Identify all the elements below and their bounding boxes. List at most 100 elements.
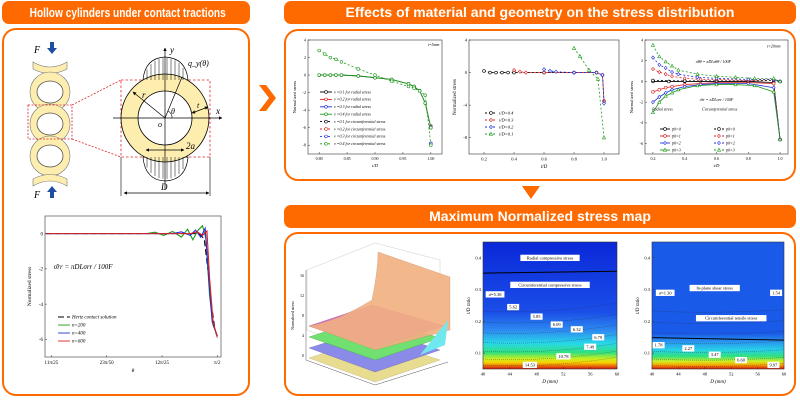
data-point <box>324 134 328 139</box>
top-panel-title: Effects of material and geometry on the … <box>345 4 735 20</box>
x-tick-label: π/2 <box>214 361 221 366</box>
contour-label-bg <box>708 351 721 358</box>
data-point <box>512 67 516 73</box>
data-point <box>657 62 662 68</box>
y-tick-label: -4 <box>640 120 643 125</box>
data-point <box>356 67 360 71</box>
data-point <box>695 83 700 88</box>
data-point <box>548 68 552 74</box>
x-axis-title: t/D <box>372 163 379 168</box>
data-point <box>717 127 721 131</box>
data-point <box>746 77 751 82</box>
y-tick-label: -2 <box>640 100 643 105</box>
contour-label-bg <box>655 289 675 296</box>
y-tick-label: -4 <box>463 103 467 108</box>
data-point <box>663 127 667 131</box>
data-point <box>771 76 776 80</box>
data-point <box>429 125 433 130</box>
legend-label: p̄0=2 <box>671 140 681 145</box>
data-point <box>334 57 338 61</box>
data-point <box>488 70 492 75</box>
x-tick-label: 52 <box>561 372 566 377</box>
data-point <box>542 67 546 72</box>
data-point <box>663 65 668 71</box>
y-tick-label: 0 <box>641 79 643 84</box>
y-tick-label: 0.1 <box>475 351 481 356</box>
chart-5: 40 44 48 52 56 60 0.1 0.2 0.3 0.4 D (mm) t/D ratio I… <box>636 241 787 385</box>
data-point <box>494 70 498 75</box>
contour-label: 2.27 <box>684 346 693 351</box>
data-point <box>506 70 510 75</box>
x-tick-label: 48 <box>703 372 708 377</box>
data-point <box>777 79 783 83</box>
series-line <box>483 70 605 102</box>
y-tick-label: 0.2 <box>644 319 650 324</box>
data-point <box>542 70 546 75</box>
y-tick-label: 0 <box>304 72 306 77</box>
bottom-panel-title: Maximum Normalized stress map <box>429 208 651 224</box>
x-axis-label: x <box>215 106 220 116</box>
y-tick-label: 4 <box>641 37 643 42</box>
contour-line <box>482 324 618 334</box>
contour-label: 1.54 <box>772 290 781 295</box>
x-axis-title: t/D <box>714 163 721 168</box>
chart-annotation: t=20mm <box>767 43 781 48</box>
data-point <box>651 90 655 94</box>
contour-label: 10.78 <box>558 354 569 359</box>
surface-ztick-label: 8 <box>302 313 304 318</box>
x-tick-label: 0.95 <box>399 156 406 161</box>
surface-ztick-label: 12 <box>300 293 304 298</box>
contour-label-bg <box>770 289 783 296</box>
x-tick-label: 0.80 <box>316 156 323 161</box>
chart-2: 0.2 0.4 0.6 0.8 1.0 4 0 -4 -8 t/D Normalized stres… <box>453 38 620 170</box>
x-axis-title: t/D <box>541 165 548 170</box>
contour-label-bg <box>652 342 665 349</box>
data-point <box>417 89 422 93</box>
data-point <box>518 69 522 74</box>
down-arrow <box>522 186 540 199</box>
data-point <box>682 76 687 81</box>
data-point <box>600 72 605 78</box>
data-point <box>406 84 411 89</box>
contour-label: 7.49 <box>586 344 595 349</box>
surface-layer-cyan <box>420 320 448 355</box>
x-tick-label: 0.6 <box>714 156 719 161</box>
data-point <box>324 90 328 94</box>
data-point <box>324 127 328 131</box>
plot-frame <box>468 39 620 155</box>
data-point <box>429 143 433 147</box>
series-line <box>45 226 218 337</box>
legend-label: ν =0.3 for radial stress <box>334 104 371 109</box>
y-tick-label: -4 <box>303 107 306 112</box>
data-point <box>771 89 776 94</box>
x-tick-label: 0.6 <box>541 157 547 162</box>
x-tick-label: 0.4 <box>682 156 687 161</box>
plot-frame <box>482 241 618 370</box>
data-point <box>714 82 719 87</box>
data-point <box>657 69 662 75</box>
data-point <box>670 74 674 79</box>
data-point <box>339 73 344 77</box>
y-tick-label: -8 <box>303 143 306 148</box>
force-arrow-up-icon <box>47 186 57 198</box>
contour-line <box>651 320 785 324</box>
chart-1: 0.80 0.85 0.90 0.95 1.00 4 2 0 -2 -4 -6 -8 t/D Normal… <box>292 37 443 168</box>
contour-label: Circumferential tensile stress <box>705 316 758 321</box>
data-point <box>717 140 721 146</box>
data-point <box>651 66 655 72</box>
plot-frame <box>44 215 222 358</box>
legend-label: ν =0.2 for radial stress <box>334 97 371 102</box>
contour-label: In-plane shear stress <box>696 286 733 291</box>
data-point <box>657 88 661 92</box>
data-point <box>663 59 668 64</box>
x-axis-title: θ <box>132 368 135 374</box>
data-point <box>601 135 607 140</box>
data-point <box>752 76 757 80</box>
data-point <box>328 73 333 77</box>
data-point <box>602 101 606 106</box>
x-tick-label: 23π/50 <box>100 361 114 366</box>
data-point <box>663 72 668 77</box>
legend-label: ν =0.1 for circumferential stress <box>334 119 386 124</box>
y-axis-title: Normalized stress <box>27 267 33 307</box>
ring-detail-diagram <box>113 47 223 196</box>
